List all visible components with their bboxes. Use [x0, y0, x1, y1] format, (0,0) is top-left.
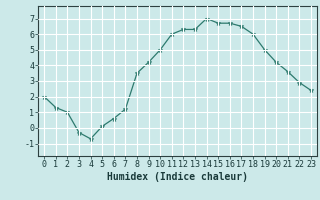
- X-axis label: Humidex (Indice chaleur): Humidex (Indice chaleur): [107, 172, 248, 182]
